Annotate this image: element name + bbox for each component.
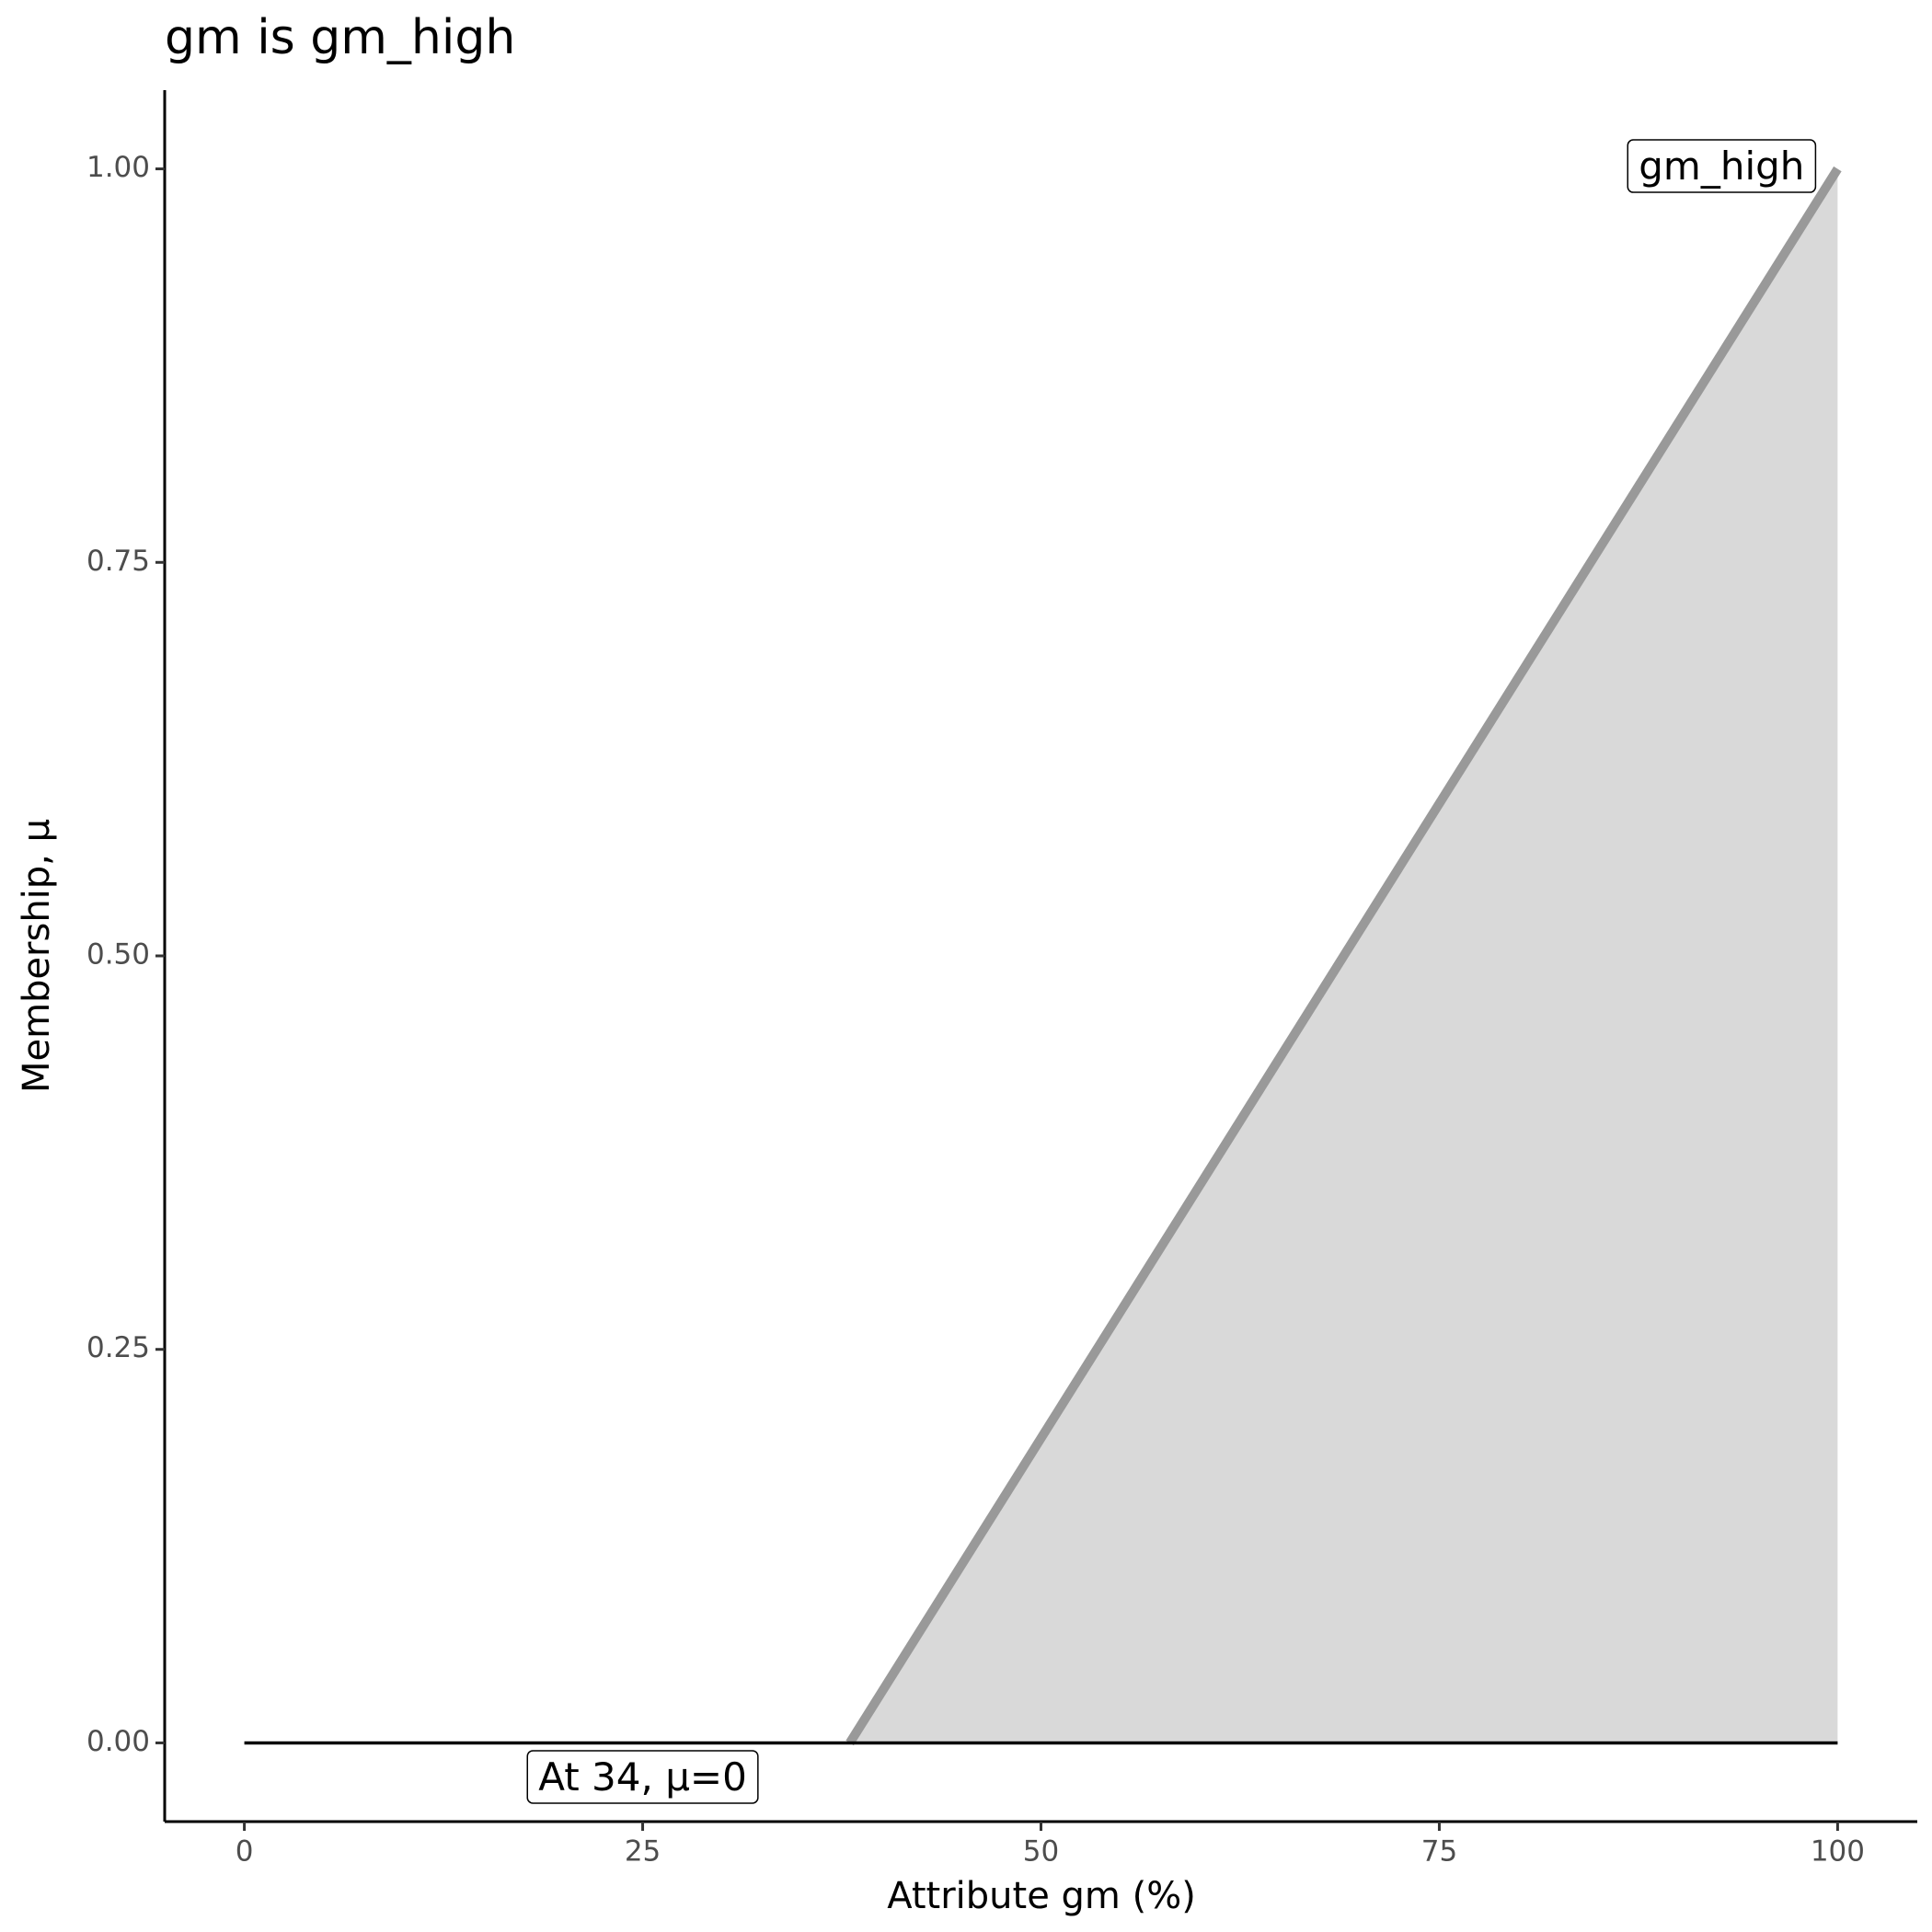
x-tick-label: 100: [1811, 1835, 1865, 1869]
y-tick-label: 1.00: [86, 151, 150, 184]
x-tick-label: 75: [1421, 1835, 1457, 1869]
annotation-text: At 34, μ=0: [538, 1754, 747, 1800]
chart-title: gm is gm_high: [165, 10, 515, 65]
x-tick-label: 50: [1023, 1835, 1059, 1869]
series-label-box: [1627, 139, 1817, 193]
series-label: gm_high: [1627, 139, 1817, 193]
annotation-box: [526, 1750, 759, 1804]
x-tick-label: 25: [625, 1835, 661, 1869]
line: [845, 166, 1842, 1746]
y-tick-label: 0.25: [86, 1331, 150, 1364]
x-axis-title: Attribute gm (%): [887, 1875, 1196, 1917]
series-label-text: gm_high: [1639, 144, 1804, 189]
y-tick-label: 0.00: [86, 1725, 150, 1758]
y-axis-title: Membership, μ: [16, 819, 58, 1093]
annotation: At 34, μ=0: [526, 1750, 759, 1804]
y-tick-label: 0.50: [86, 938, 150, 972]
x-tick-label: 0: [236, 1835, 254, 1869]
y-tick-label: 0.75: [86, 545, 150, 578]
